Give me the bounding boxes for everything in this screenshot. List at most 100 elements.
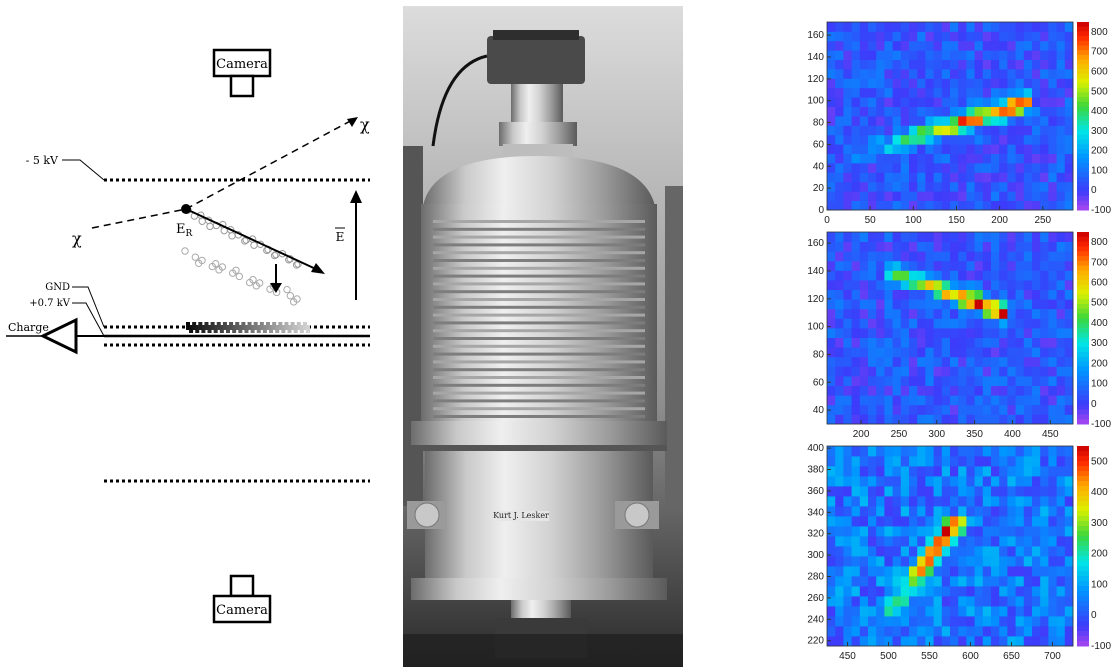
heatmap-cell: [991, 366, 1000, 377]
heatmap-cell: [1048, 404, 1057, 415]
heatmap-cell: [1048, 546, 1057, 557]
heatmap-cell: [917, 466, 926, 477]
heatmap-cell: [909, 241, 918, 252]
heatmap-cell: [1048, 163, 1057, 173]
heatmap-cell: [843, 289, 852, 300]
heatmap-cell: [843, 78, 852, 89]
heatmap-cell: [835, 385, 844, 396]
heatmap-cell: [900, 308, 910, 319]
heatmap-cell: [1040, 241, 1049, 252]
heatmap-cell: [892, 636, 902, 647]
electron-marker: [250, 241, 258, 249]
heatmap-cell: [859, 466, 869, 477]
heatmap-cell: [917, 318, 926, 329]
heatmap-cell: [835, 59, 844, 70]
deposit-pixel: [253, 322, 258, 330]
heatmap-cell: [1056, 106, 1066, 117]
heatmap-cell: [1040, 376, 1049, 386]
heatmap-cell: [1048, 536, 1057, 547]
x-tick-label: 700: [1044, 651, 1061, 662]
heatmap-cell: [941, 376, 951, 386]
heatmap-cell: [1032, 556, 1041, 567]
electron-marker: [270, 251, 279, 260]
y-tick-label: 100: [807, 322, 824, 333]
heatmap-cell: [950, 299, 959, 310]
heatmap-cell: [1040, 566, 1049, 577]
heatmap-cell: [1056, 536, 1066, 547]
heatmap-cell: [1048, 153, 1057, 164]
x-tick-label: 200: [991, 215, 1008, 226]
heatmap-cell: [974, 40, 984, 51]
heatmap-cell: [843, 476, 852, 487]
heatmap-cell: [991, 299, 1000, 310]
heatmap-cell: [835, 526, 844, 537]
heatmap-cell: [1048, 414, 1057, 425]
heatmap-cell: [1040, 636, 1049, 647]
heatmap-cell: [859, 280, 869, 290]
colorbar-step: [1077, 294, 1089, 300]
heatmap-cell: [974, 241, 984, 252]
heatmap-cell: [917, 556, 926, 567]
heatmap-cell: [925, 356, 934, 367]
heatmap-cell: [933, 596, 943, 607]
heatmap-cell: [1056, 191, 1066, 201]
heatmap-cell: [900, 566, 910, 577]
heatmap-cell: [909, 97, 918, 107]
heatmap-cell: [900, 395, 910, 406]
heatmap-cell: [868, 446, 877, 457]
heatmap-cell: [991, 506, 1000, 517]
heatmap-cell: [1032, 516, 1041, 527]
heatmap-cell: [958, 31, 967, 42]
heatmap-cell: [999, 97, 1008, 107]
heatmap-cell: [851, 153, 861, 164]
heatmap-cell: [1015, 526, 1025, 537]
heatmap-cell: [1023, 318, 1033, 329]
heatmap-cell: [868, 134, 877, 145]
heatmap-cell: [835, 299, 844, 310]
heatmap-cell: [1048, 116, 1057, 126]
deposit-pixel: [272, 322, 277, 330]
heatmap-panel-2: 200 250 300 350 400 450 40 60 80 100 120 140 160 800 7…: [795, 228, 1113, 440]
y-tick-label: 260: [807, 593, 824, 604]
heatmap-cell: [991, 78, 1000, 89]
heatmap-cell: [909, 347, 918, 358]
heatmap-cell: [1023, 536, 1033, 547]
heatmap-cell: [925, 87, 934, 98]
heatmap-cell: [1048, 366, 1057, 377]
heatmap-cell: [827, 144, 836, 154]
heatmap-cell: [950, 200, 959, 211]
heatmap-cell: [941, 476, 951, 487]
heatmap-cell: [835, 232, 844, 242]
heatmap-cell: [1040, 337, 1049, 348]
heatmap-cell: [925, 153, 934, 164]
heatmap-cell: [843, 337, 852, 348]
heatmap-cell: [1023, 506, 1033, 517]
heatmap-cell: [999, 31, 1008, 42]
heatmap-cell: [1040, 626, 1049, 637]
y-tick-label: 320: [807, 529, 824, 540]
heatmap-cell: [884, 395, 893, 406]
heatmap-cell: [1048, 260, 1057, 271]
heatmap-cell: [1064, 87, 1074, 98]
colorbar-step: [1077, 566, 1089, 572]
field-ring: [433, 290, 645, 294]
heatmap-cell: [868, 260, 877, 271]
heatmap-cell: [958, 289, 967, 300]
heatmap-cell: [1023, 232, 1033, 242]
heatmap-cell: [884, 328, 893, 338]
heatmap-cell: [999, 144, 1008, 154]
heatmap-cell: [1056, 556, 1066, 567]
heatmap-cell: [1064, 556, 1074, 567]
heatmap-cell: [868, 116, 877, 126]
colorbar-step: [1077, 177, 1089, 183]
heatmap-cell: [1032, 31, 1041, 42]
heatmap-cell: [966, 496, 975, 507]
heatmap-cell: [900, 232, 910, 242]
heatmap-cell: [909, 280, 918, 290]
heatmap-cell: [1064, 536, 1074, 547]
colorbar-step: [1077, 352, 1089, 358]
heatmap-cell: [1007, 385, 1016, 396]
heatmap-cell: [982, 414, 992, 425]
heatmap-cell: [851, 356, 861, 367]
heatmap-cell: [1064, 486, 1074, 497]
